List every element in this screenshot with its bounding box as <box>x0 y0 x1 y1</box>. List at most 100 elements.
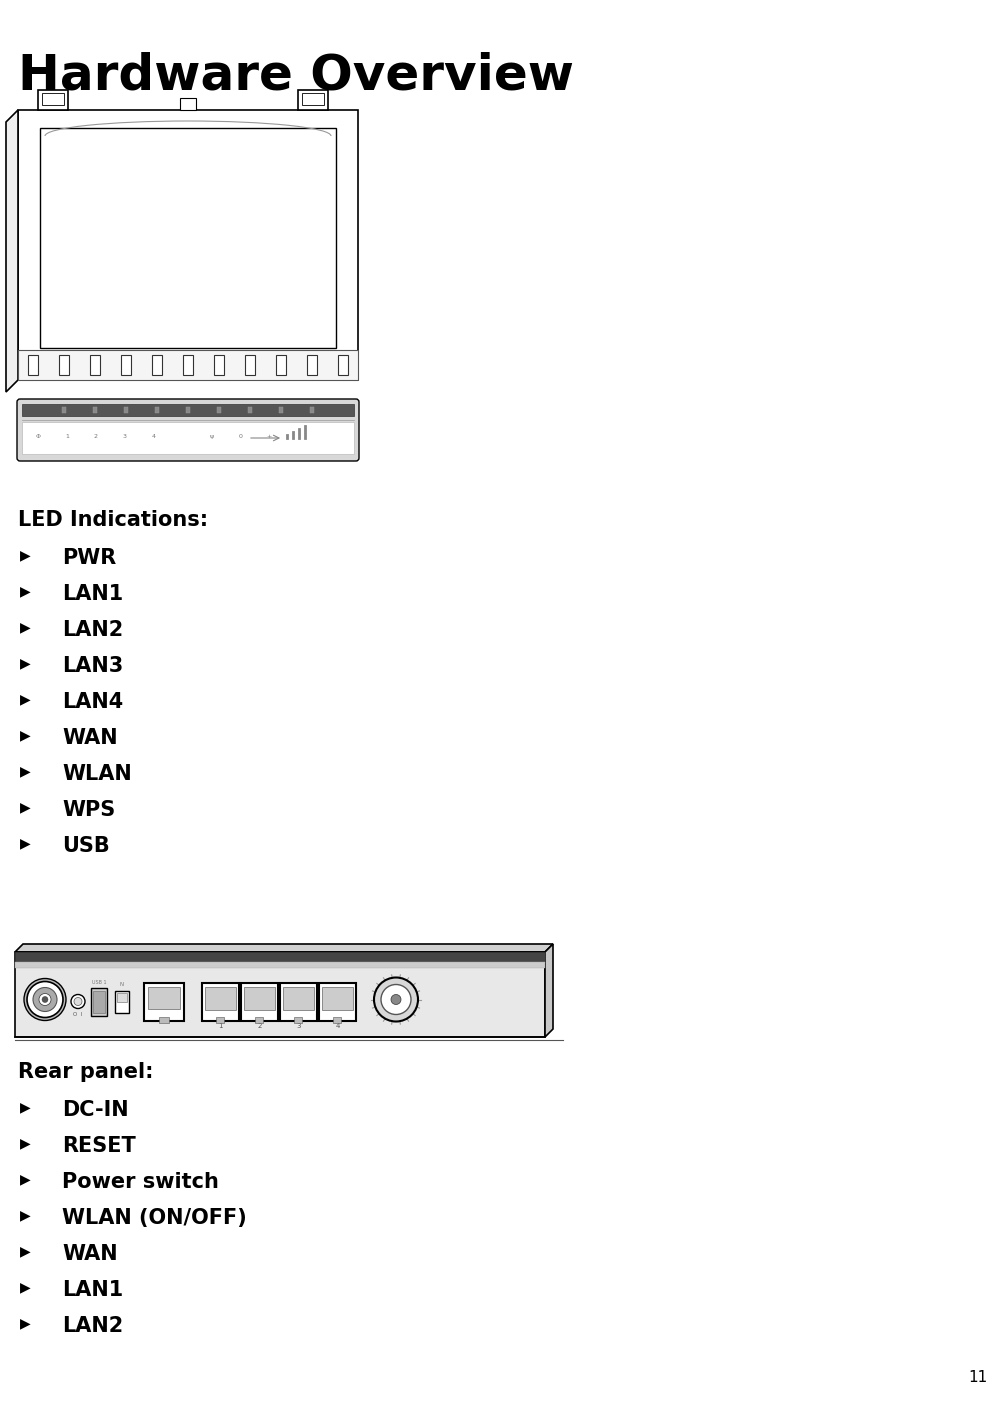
Text: LAN4: LAN4 <box>62 692 124 711</box>
Text: RESET: RESET <box>62 1136 136 1156</box>
Bar <box>279 407 283 412</box>
Bar <box>121 355 131 375</box>
Bar <box>38 90 68 109</box>
Bar <box>18 109 358 380</box>
Bar <box>159 1017 169 1023</box>
Text: ▶: ▶ <box>20 1100 30 1114</box>
Text: ▶: ▶ <box>20 584 30 598</box>
Text: 1: 1 <box>218 1024 223 1030</box>
Bar <box>42 93 64 105</box>
Bar <box>217 407 221 412</box>
Circle shape <box>27 982 63 1017</box>
Bar <box>148 986 180 1009</box>
Bar <box>40 128 336 348</box>
Bar <box>144 982 184 1020</box>
Bar <box>202 982 239 1020</box>
Text: Power switch: Power switch <box>62 1172 219 1193</box>
Text: ▶: ▶ <box>20 692 30 706</box>
Bar <box>276 355 286 375</box>
Bar <box>91 988 107 1016</box>
Bar <box>18 349 358 380</box>
Text: 4: 4 <box>152 434 156 439</box>
Bar <box>155 407 159 412</box>
Text: O  I: O I <box>73 1013 82 1017</box>
Text: 0: 0 <box>238 434 242 439</box>
Bar <box>310 407 314 412</box>
Text: ▶: ▶ <box>20 1208 30 1222</box>
Polygon shape <box>545 944 553 1037</box>
Text: ▶: ▶ <box>20 620 30 634</box>
Bar <box>15 962 545 968</box>
Bar <box>294 1017 302 1023</box>
Bar <box>302 93 324 105</box>
Text: DC-IN: DC-IN <box>62 1100 129 1120</box>
Bar <box>22 404 354 417</box>
Bar <box>186 407 190 412</box>
Bar <box>117 992 127 1002</box>
Text: WLAN: WLAN <box>62 765 132 784</box>
Bar <box>22 422 354 455</box>
Circle shape <box>42 996 48 1003</box>
Text: LED Indications:: LED Indications: <box>18 511 208 530</box>
Bar <box>307 355 317 375</box>
Text: PWR: PWR <box>62 549 117 568</box>
Circle shape <box>71 995 85 1009</box>
Text: ▶: ▶ <box>20 836 30 850</box>
Text: 2: 2 <box>257 1024 261 1030</box>
Text: ▶: ▶ <box>20 1172 30 1186</box>
Text: LAN1: LAN1 <box>62 584 124 605</box>
Text: ▶: ▶ <box>20 549 30 563</box>
Text: ▶: ▶ <box>20 728 30 742</box>
Bar <box>248 407 252 412</box>
Bar <box>205 986 236 1010</box>
Text: WAN: WAN <box>62 1244 118 1264</box>
Bar <box>255 1017 263 1023</box>
Text: 3: 3 <box>296 1024 300 1030</box>
Bar <box>216 1017 224 1023</box>
Text: WAN: WAN <box>62 728 118 748</box>
Text: WPS: WPS <box>62 800 116 819</box>
Text: LAN1: LAN1 <box>62 1280 124 1301</box>
Bar <box>15 953 545 962</box>
Circle shape <box>24 978 66 1020</box>
Text: 1: 1 <box>65 434 68 439</box>
Text: Φ: Φ <box>35 434 40 439</box>
Bar <box>152 355 162 375</box>
Bar <box>244 986 275 1010</box>
FancyBboxPatch shape <box>17 398 359 462</box>
Bar <box>59 355 69 375</box>
Circle shape <box>74 998 82 1006</box>
Bar <box>280 982 317 1020</box>
Circle shape <box>39 993 51 1006</box>
Text: LAN2: LAN2 <box>62 1316 124 1336</box>
Bar <box>298 90 328 109</box>
Bar <box>245 355 255 375</box>
Text: 11: 11 <box>969 1369 988 1385</box>
Text: WLAN (ON/OFF): WLAN (ON/OFF) <box>62 1208 247 1228</box>
Text: ▶: ▶ <box>20 1244 30 1258</box>
Text: ψ: ψ <box>209 434 213 439</box>
Bar <box>241 982 278 1020</box>
Text: 4: 4 <box>336 1024 340 1030</box>
Text: ▶: ▶ <box>20 1316 30 1330</box>
Bar <box>338 355 348 375</box>
Bar <box>93 991 105 1013</box>
Bar <box>283 986 314 1010</box>
Bar <box>333 1017 341 1023</box>
Text: Rear panel:: Rear panel: <box>18 1062 154 1082</box>
Bar <box>90 355 101 375</box>
Text: LAN3: LAN3 <box>62 657 124 676</box>
Text: 2: 2 <box>93 434 97 439</box>
Text: N: N <box>120 982 124 988</box>
Bar <box>28 355 38 375</box>
Bar <box>62 407 66 412</box>
Bar <box>180 98 196 109</box>
Bar <box>214 355 224 375</box>
Text: ▶: ▶ <box>20 800 30 814</box>
Bar <box>322 986 353 1010</box>
Text: ▶: ▶ <box>20 657 30 671</box>
Circle shape <box>381 985 411 1014</box>
Circle shape <box>374 978 418 1021</box>
Bar <box>319 982 356 1020</box>
Polygon shape <box>6 109 18 391</box>
